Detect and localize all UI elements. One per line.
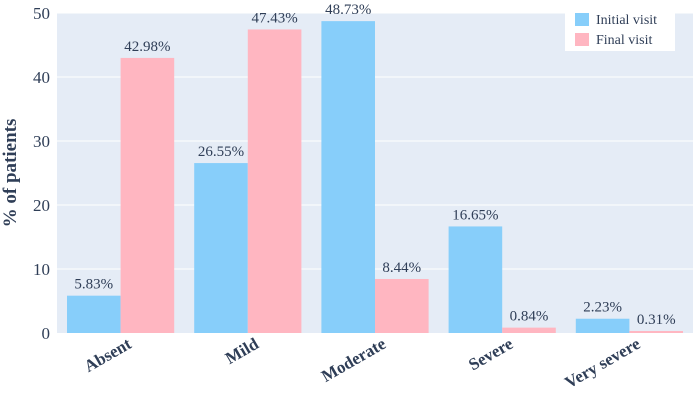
data-label: 16.65% (452, 207, 498, 223)
bar-very-severe-initial-visit (575, 318, 630, 333)
y-axis-title: % of patients (0, 119, 21, 228)
bar-absent-initial-visit (67, 295, 121, 333)
legend-swatch-initial-visit (575, 13, 589, 26)
bar-absent-final-visit (120, 57, 175, 333)
y-tick-label: 10 (33, 260, 50, 279)
y-tick-label: 0 (42, 324, 51, 343)
x-category-label: Very severe (562, 334, 644, 392)
x-category-label: Mild (222, 334, 262, 368)
bar-very-severe-final-visit (629, 331, 683, 333)
data-label: 5.83% (74, 277, 113, 293)
bar-moderate-final-visit (375, 278, 429, 333)
bar-severe-final-visit (502, 327, 556, 333)
bar-moderate-initial-visit (321, 21, 375, 334)
data-label: 48.73% (325, 2, 371, 18)
legend-swatch-final-visit (575, 33, 589, 46)
bars (67, 21, 683, 334)
x-category-label: Absent (81, 334, 135, 376)
data-label: 47.43% (251, 10, 297, 26)
x-category-label: Severe (465, 334, 516, 375)
legend: Initial visit Final visit (565, 5, 675, 51)
y-tick-label: 30 (33, 132, 50, 151)
data-label: 2.23% (583, 300, 622, 316)
y-tick-label: 20 (33, 196, 50, 215)
y-tick-label: 50 (33, 4, 50, 23)
legend-label-final-visit: Final visit (596, 33, 653, 48)
data-label: 8.44% (382, 260, 421, 276)
bar-mild-initial-visit (194, 163, 248, 333)
data-labels: 5.83% 42.98% 26.55% 47.43% 48.73% 8.44% 16.65%… (74, 2, 675, 328)
y-tick-label: 40 (33, 68, 50, 87)
legend-label-initial-visit: Initial visit (596, 13, 657, 28)
data-label: 42.98% (124, 39, 170, 55)
data-label: 0.84% (510, 309, 549, 325)
data-label: 26.55% (198, 144, 244, 160)
x-category-label: Moderate (318, 334, 389, 386)
bar-mild-final-visit (247, 29, 302, 334)
data-label: 0.31% (637, 312, 676, 328)
y-axis-ticks: 0 10 20 30 40 50 (33, 4, 50, 343)
x-axis-categories: Absent Mild Moderate Severe Very severe (81, 334, 644, 393)
bar-severe-initial-visit (448, 226, 503, 333)
